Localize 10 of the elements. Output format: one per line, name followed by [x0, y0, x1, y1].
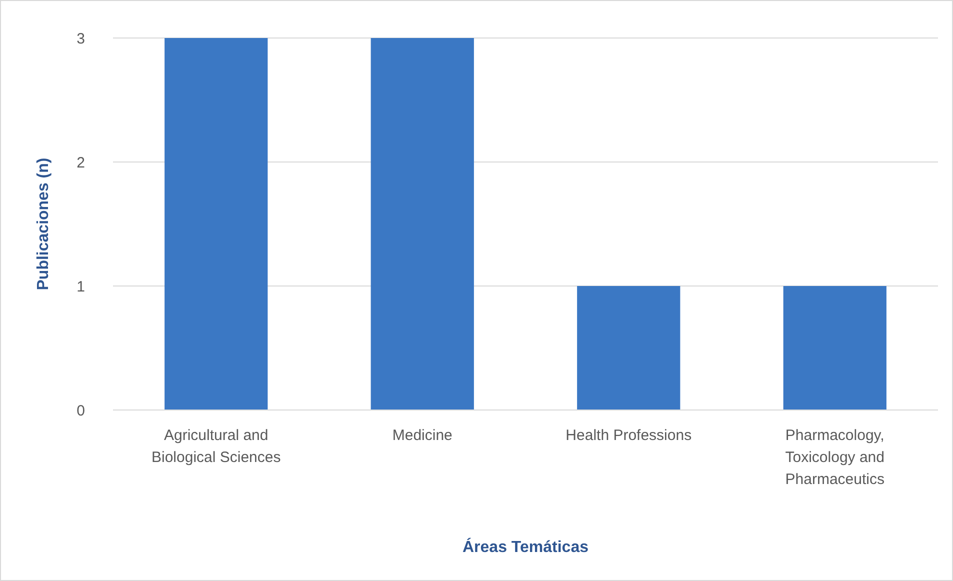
y-tick-label: 3	[76, 30, 85, 48]
x-tick-label: Medicine	[392, 427, 452, 444]
y-tick-label: 2	[76, 154, 85, 172]
y-tick-label: 1	[76, 278, 85, 296]
x-tick-label: Health Professions	[566, 427, 692, 444]
x-tick-label: Agricultural and Biological Sciences	[152, 427, 281, 466]
x-axis-title: Áreas Temáticas	[462, 537, 589, 556]
y-axis-title: Publicaciones (n)	[35, 158, 52, 290]
y-tick-label: 0	[76, 402, 85, 420]
x-tick-label: Pharmacology, Toxicology and Pharmaceutics	[785, 427, 884, 488]
